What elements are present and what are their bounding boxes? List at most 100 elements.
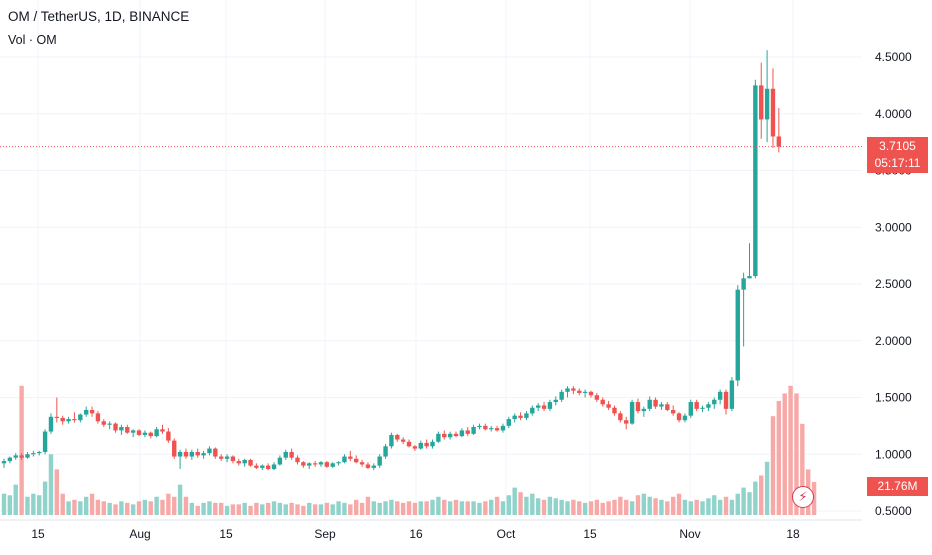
volume-bar [207, 501, 212, 515]
volume-bar [136, 501, 142, 515]
candle [641, 406, 647, 417]
volume-bar [477, 502, 482, 515]
candle-body [582, 391, 588, 393]
candle-body [647, 399, 652, 409]
candle-body [37, 451, 42, 454]
candle-body [418, 442, 423, 449]
volume-bar [659, 499, 664, 515]
volume-bar [653, 498, 658, 515]
volume-legend[interactable]: Vol · OM [8, 33, 57, 47]
volume-bar [265, 502, 271, 515]
candle [571, 386, 576, 395]
last-price-tag: 3.7105 [867, 137, 928, 156]
candle-body [95, 413, 101, 422]
candle-body [66, 419, 71, 422]
candle-body [641, 408, 647, 412]
candle [741, 272, 746, 347]
candle [389, 432, 394, 449]
volume-bar [594, 499, 600, 515]
candle [659, 402, 664, 410]
volume-bar [248, 505, 253, 515]
volume-bar [89, 493, 95, 515]
candle-body [577, 390, 582, 393]
candle [142, 430, 148, 438]
volume-bar [442, 499, 447, 515]
volume-bar [447, 501, 453, 515]
volume-bar [31, 493, 36, 515]
price-axis: 4.50004.00003.50003.00002.50002.00001.50… [875, 50, 912, 518]
symbol-legend[interactable]: OM / TetherUS, 1D, BINANCE [8, 9, 190, 24]
candle-body [500, 425, 506, 431]
time-tick-label: 15 [583, 527, 597, 541]
candle [136, 429, 142, 437]
price-tick-label: 4.0000 [875, 107, 912, 121]
candle [606, 400, 611, 410]
volume-bar [706, 498, 711, 515]
lightning-bolt-icon[interactable]: ⚡ [792, 486, 814, 508]
candle [465, 427, 470, 437]
candle [406, 439, 412, 448]
price-tick-label: 2.0000 [875, 334, 912, 348]
volume-bar [230, 504, 236, 515]
candle [13, 453, 18, 460]
volume-bar [489, 499, 494, 515]
candle [265, 463, 271, 471]
candle-body [547, 402, 553, 409]
volume-bar [700, 501, 705, 515]
candle [148, 431, 153, 439]
volume-bar [395, 501, 400, 515]
candle-body [54, 416, 60, 418]
price-tick-label: 2.5000 [875, 277, 912, 291]
candle [359, 459, 365, 467]
volume-bar [494, 496, 500, 515]
volume-bar [559, 499, 564, 515]
volume-bar [535, 498, 541, 515]
candle-body [142, 432, 148, 435]
candle [459, 428, 465, 438]
volume-bar [154, 496, 159, 515]
candle [25, 451, 30, 459]
candle-body [213, 448, 218, 457]
volume-bar [107, 502, 112, 515]
volume-bar [383, 501, 388, 515]
time-tick-label: Nov [679, 527, 700, 541]
candle-body [665, 404, 670, 410]
candle [506, 416, 512, 429]
volume-bar [577, 501, 582, 515]
candle-body [301, 462, 306, 466]
candle [530, 405, 535, 416]
candle [400, 437, 406, 445]
volume-bar [336, 501, 341, 515]
candle-body [113, 423, 118, 431]
candle-body [512, 415, 517, 420]
candle-body [400, 439, 406, 442]
price-tick-label: 1.5000 [875, 391, 912, 405]
volume-bar [641, 493, 647, 515]
candle [477, 423, 482, 430]
candle [78, 413, 83, 423]
candle-body [406, 441, 412, 447]
volume-bar [400, 502, 406, 515]
volume-bar [776, 401, 782, 515]
candle [336, 461, 341, 466]
candle-body [518, 415, 523, 418]
candle-body [530, 407, 535, 414]
candle-body [89, 409, 95, 414]
candle [183, 448, 189, 459]
candle-body [741, 278, 746, 290]
candle-body [494, 428, 500, 431]
candle-body [289, 451, 294, 458]
volume-bar [430, 499, 435, 515]
volume-bar [553, 498, 558, 515]
candle [735, 285, 740, 387]
volume-bar [747, 492, 752, 515]
time-tick-label: Oct [497, 527, 516, 541]
candle-body [13, 455, 18, 458]
volume-bar [19, 385, 24, 515]
candle-body [395, 434, 400, 440]
candle [535, 403, 541, 412]
volume-value-tag: 21.76M [867, 477, 928, 496]
time-tick-label: Aug [129, 527, 150, 541]
